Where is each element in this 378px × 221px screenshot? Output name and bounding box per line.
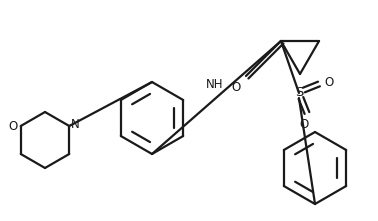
Text: N: N [71, 118, 80, 131]
Text: NH: NH [206, 78, 223, 91]
Text: O: O [299, 118, 308, 131]
Text: O: O [8, 120, 18, 133]
Text: S: S [295, 86, 303, 99]
Text: O: O [232, 81, 241, 94]
Text: O: O [324, 76, 333, 90]
